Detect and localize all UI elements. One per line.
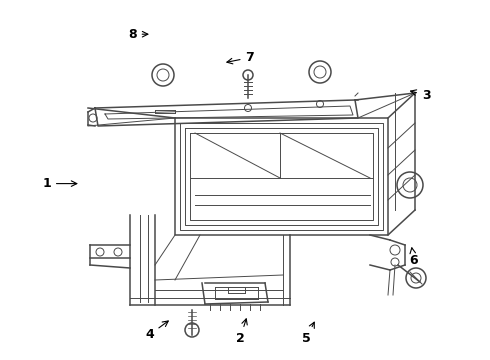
Text: 6: 6: [410, 248, 418, 267]
Text: 2: 2: [236, 319, 247, 345]
Text: 3: 3: [411, 89, 431, 102]
Text: 4: 4: [145, 321, 168, 341]
Text: 1: 1: [42, 177, 77, 190]
Text: 7: 7: [227, 51, 254, 64]
Text: 5: 5: [302, 322, 314, 345]
Text: 8: 8: [128, 28, 148, 41]
